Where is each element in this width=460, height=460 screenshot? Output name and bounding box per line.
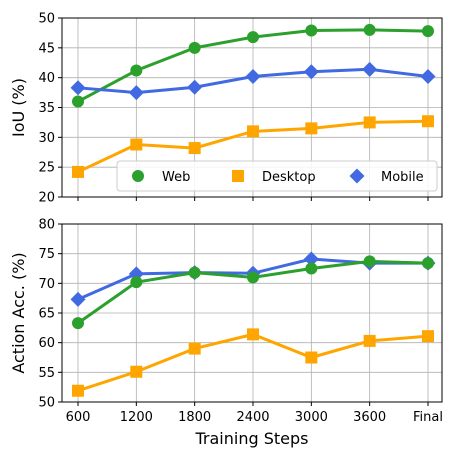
legend-marker-desktop [232, 170, 244, 182]
y-tick-label: 40 [38, 71, 55, 86]
data-point-desktop [188, 142, 201, 155]
data-point-desktop [188, 342, 201, 355]
x-tick-label: 1800 [178, 410, 211, 425]
data-point-web [305, 262, 318, 275]
data-point-mobile [187, 79, 203, 95]
data-point-desktop [363, 116, 376, 129]
data-point-web [422, 25, 434, 38]
data-point-web [72, 95, 84, 108]
x-tick-label: 1200 [120, 410, 153, 425]
data-point-desktop [305, 351, 318, 364]
y-axis-label: Action Acc. (%) [9, 252, 28, 373]
data-point-web [188, 41, 201, 54]
y-tick-label: 45 [38, 41, 55, 56]
y-tick-label: 50 [38, 12, 55, 27]
series-desktop [72, 115, 434, 178]
data-point-web [188, 266, 201, 279]
data-point-desktop [247, 328, 259, 341]
data-point-mobile [303, 251, 319, 267]
data-point-mobile [128, 85, 144, 101]
x-tick-label: 3600 [353, 410, 386, 425]
data-point-desktop [247, 125, 259, 138]
data-point-web [363, 255, 376, 268]
data-point-mobile [362, 61, 378, 77]
data-point-web [363, 23, 376, 36]
data-point-web [247, 271, 259, 284]
y-tick-label: 35 [38, 101, 55, 116]
legend: Web Desktop Mobile [116, 160, 438, 192]
x-axis-label: Training Steps [195, 429, 309, 448]
data-point-mobile [420, 68, 436, 84]
y-axis-label: IoU (%) [9, 78, 28, 137]
data-point-desktop [130, 138, 143, 151]
data-point-web [247, 31, 259, 44]
y-tick-label: 55 [38, 366, 55, 381]
data-point-desktop [422, 115, 434, 128]
data-point-web [130, 276, 143, 289]
series-desktop [72, 328, 434, 397]
series-web [72, 255, 434, 330]
y-tick-label: 65 [38, 307, 55, 322]
data-point-web [305, 24, 318, 37]
y-tick-label: 70 [38, 277, 55, 292]
data-point-mobile [303, 64, 319, 80]
data-point-desktop [130, 365, 143, 378]
y-tick-label: 20 [38, 191, 55, 206]
data-point-mobile [70, 291, 86, 307]
data-point-web [72, 317, 84, 330]
data-point-mobile [70, 80, 86, 96]
data-point-desktop [305, 122, 318, 135]
x-tick-label: Final [413, 410, 443, 425]
legend-label-desktop: Desktop [262, 170, 316, 185]
legend-marker-web [132, 170, 144, 182]
series-web [72, 23, 434, 108]
y-tick-label: 50 [38, 396, 55, 411]
y-tick-label: 60 [38, 336, 55, 351]
iou-panel: 20 25 30 35 40 45 50 IoU (%) Web Desktop Mobile [9, 12, 443, 206]
legend-marker-mobile [349, 168, 365, 184]
x-tick-label: 600 [66, 410, 91, 425]
data-point-desktop [422, 330, 434, 343]
data-point-web [130, 64, 143, 77]
y-tick-label: 25 [38, 161, 55, 176]
data-point-mobile [245, 68, 261, 84]
y-tick-label: 80 [38, 218, 55, 233]
y-tick-label: 30 [38, 131, 55, 146]
action-accuracy-panel: 50 55 60 65 70 75 80 600 1200 1800 2400 3000 3600 Fin… [9, 218, 443, 449]
data-point-desktop [363, 334, 376, 347]
data-point-desktop [72, 165, 84, 178]
data-point-desktop [72, 384, 84, 397]
x-tick-label: 3000 [295, 410, 328, 425]
series-mobile [70, 61, 436, 101]
legend-label-web: Web [162, 170, 190, 185]
x-tick-label: 2400 [236, 410, 269, 425]
y-tick-label: 75 [38, 247, 55, 262]
legend-label-mobile: Mobile [381, 170, 424, 185]
data-point-web [422, 257, 434, 270]
